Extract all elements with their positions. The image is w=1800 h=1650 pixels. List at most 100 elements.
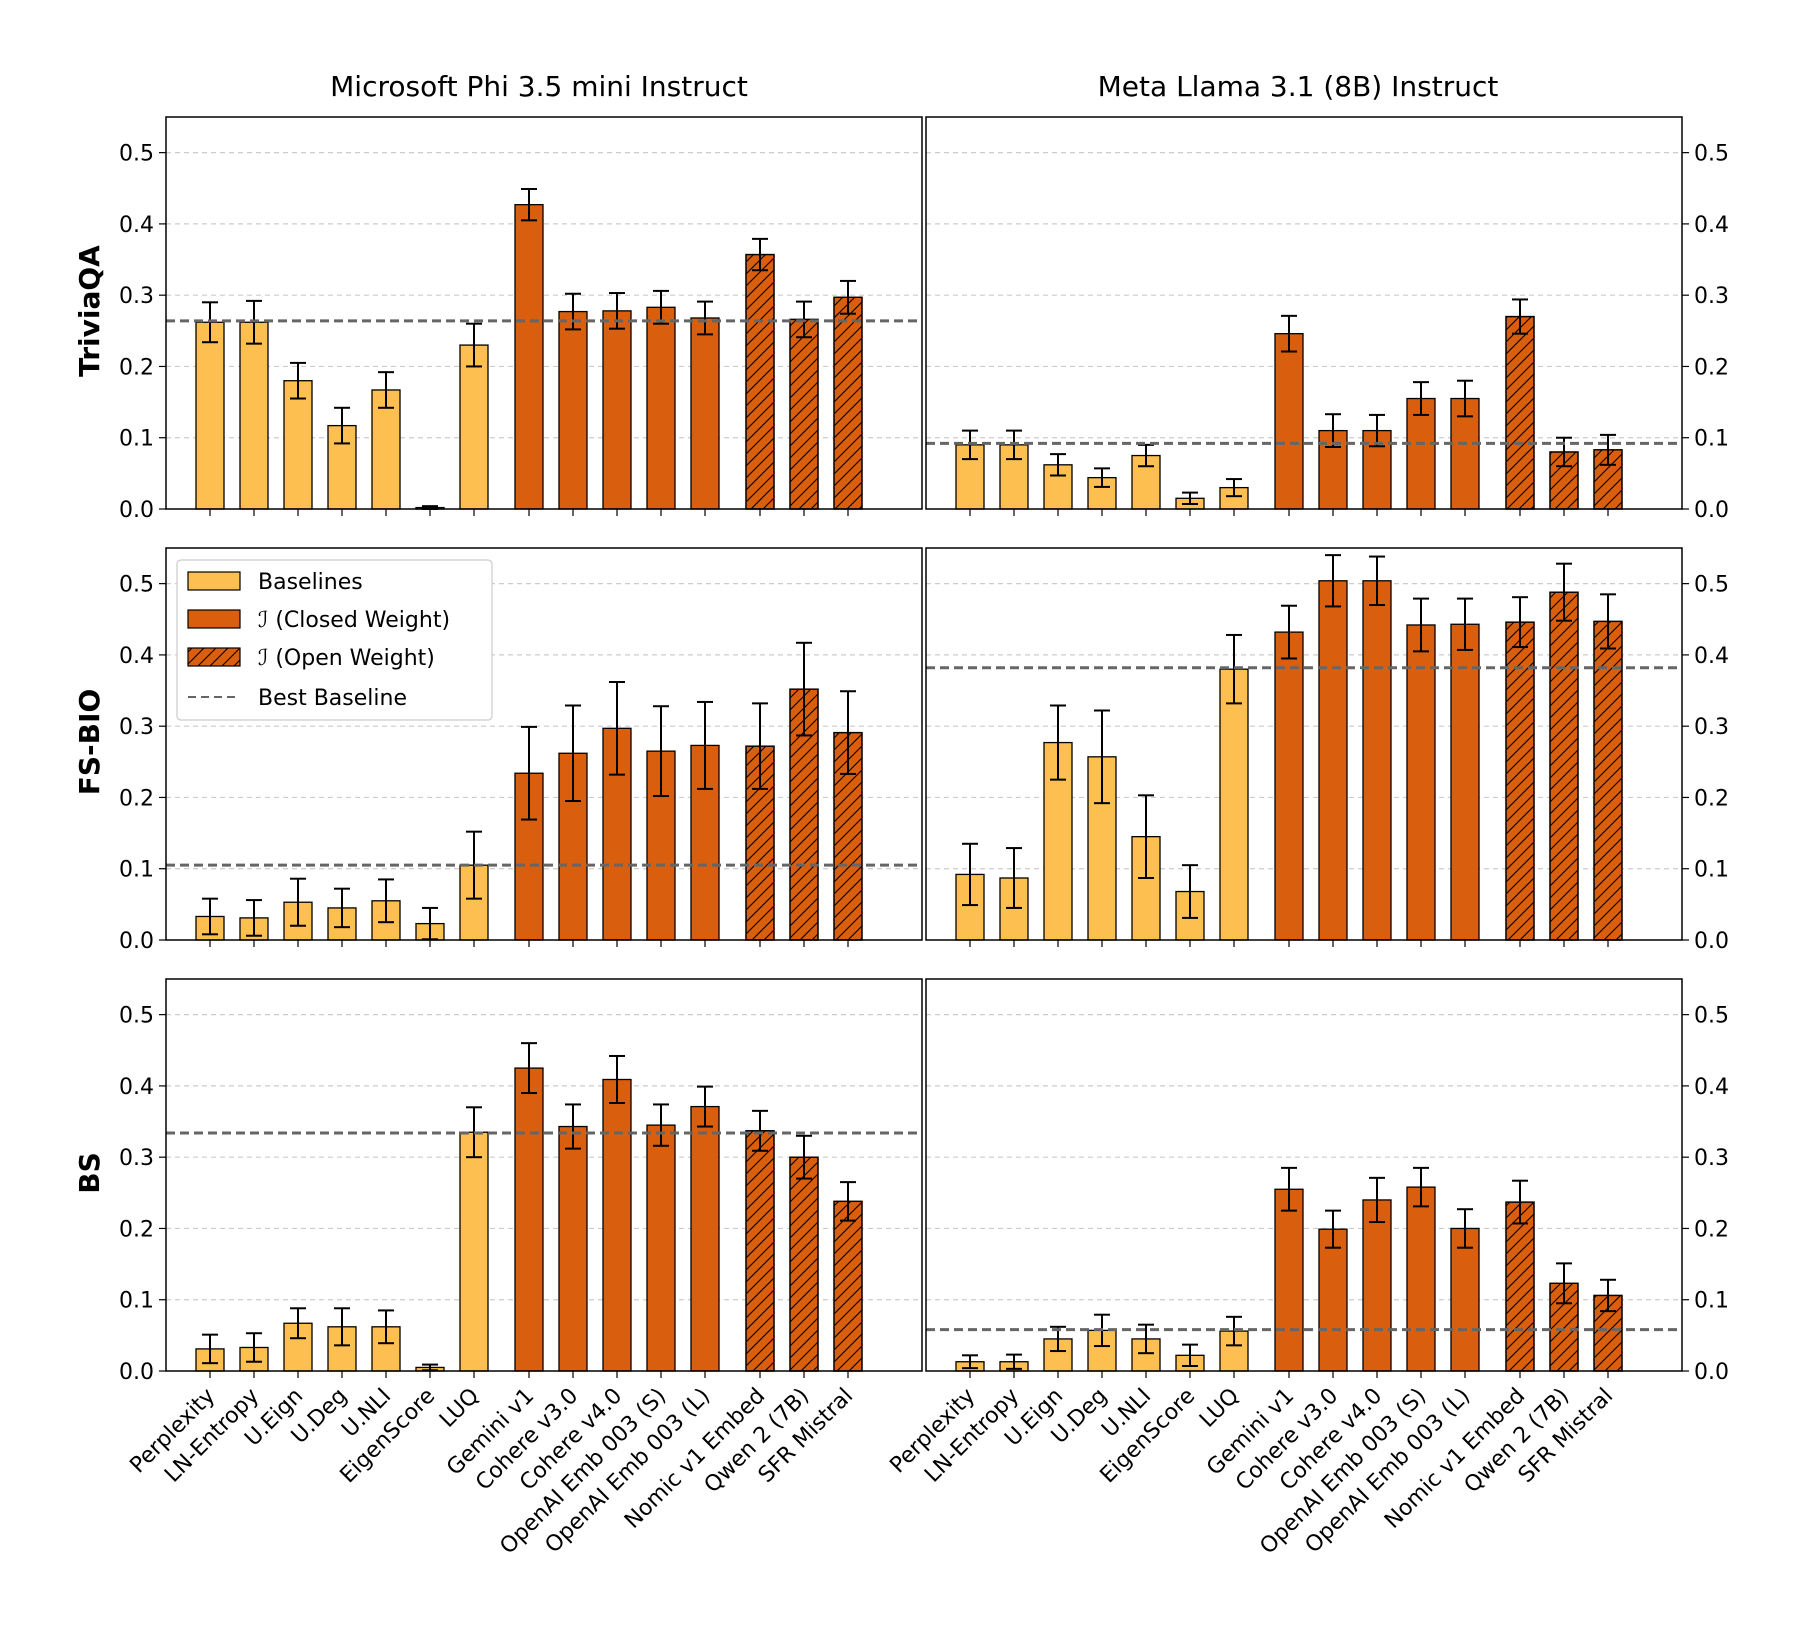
bar-luq [459, 344, 489, 510]
panel-bs-phi: 0.00.10.20.30.40.5PerplexityLN-EntropyU.… [119, 978, 923, 1559]
bar-hatch [1505, 621, 1535, 941]
y-tick-label: 0.2 [119, 1217, 154, 1242]
y-tick-label: 0.4 [119, 213, 154, 238]
bar-cohere-v3-0 [558, 1125, 588, 1372]
y-tick-label: 0.0 [119, 1360, 154, 1385]
bar-openai-emb-003-s- [646, 306, 676, 510]
y-tick-label: 0.4 [119, 1075, 154, 1100]
bar-hatch [1505, 1201, 1535, 1372]
y-tick-label: 0.1 [1694, 427, 1729, 452]
y-tick-label: 0.0 [119, 929, 154, 954]
legend-swatch-open [187, 647, 241, 667]
bar-u-nli [371, 389, 401, 510]
legend-swatch-closed [187, 609, 241, 629]
bar-cohere-v4-0 [1362, 1199, 1392, 1372]
bar-gemini-v1 [1274, 1188, 1304, 1372]
panel-fsbio-llama: 0.0 0.1 0.2 0.3 0.4 0.5 [925, 547, 1729, 954]
y-tick-label: 0.3 [119, 1146, 154, 1171]
y-tick-label: 0.1 [1694, 1289, 1729, 1314]
y-tick-label: 0.2 [1694, 355, 1729, 380]
y-tick-label: 0.1 [1694, 858, 1729, 883]
bar-hatch [745, 253, 775, 510]
bar-cohere-v3-0 [558, 310, 588, 510]
column-title-llama: Meta Llama 3.1 (8B) Instruct [1098, 70, 1499, 103]
y-tick-label: 0.2 [1694, 1217, 1729, 1242]
y-tick-label: 0.3 [1694, 715, 1729, 740]
bar-hatch [833, 296, 863, 510]
bar-hatch [1505, 315, 1535, 510]
y-tick-label: 0.0 [1694, 1360, 1729, 1385]
bar-hatch [833, 1200, 863, 1372]
panel-triviaqa-phi: 0.0 0.1 0.2 0.3 0.4 0.5 [119, 116, 923, 523]
legend-label-baselines: Baselines [258, 570, 363, 595]
panel-frame [925, 547, 1683, 941]
y-tick-label: 0.5 [119, 573, 154, 598]
bar-hatch [1549, 591, 1579, 941]
row-title-fsbio: FS-BIO [73, 689, 106, 795]
y-tick-label: 0.1 [119, 427, 154, 452]
bar-cohere-v4-0 [602, 1078, 632, 1372]
bar-hatch [789, 1156, 819, 1372]
y-tick-label: 0.5 [1694, 573, 1729, 598]
y-tick-label: 0.3 [119, 715, 154, 740]
bar-ln-entropy [239, 321, 269, 510]
bar-gemini-v1 [514, 204, 544, 510]
y-tick-label: 0.2 [1694, 786, 1729, 811]
y-tick-label: 0.5 [1694, 142, 1729, 167]
bar-openai-emb-003-s- [1406, 1186, 1436, 1372]
bar-openai-emb-003-s- [646, 1124, 676, 1372]
bar-openai-emb-003-l- [1450, 1227, 1480, 1372]
column-title-phi: Microsoft Phi 3.5 mini Instruct [330, 70, 748, 103]
panel-frame [165, 116, 923, 510]
y-tick-label: 0.2 [119, 355, 154, 380]
y-tick-label: 0.2 [119, 786, 154, 811]
bar-openai-emb-003-l- [690, 317, 720, 510]
legend-label-best: Best Baseline [258, 686, 407, 711]
y-tick-label: 0.4 [1694, 644, 1729, 669]
bar-cohere-v4-0 [602, 310, 632, 510]
y-tick-label: 0.4 [119, 644, 154, 669]
y-tick-label: 0.0 [1694, 929, 1729, 954]
legend: Baselines ℐ (Closed Weight) ℐ (Open Weig… [176, 559, 493, 721]
row-title-triviaqa: TriviaQA [73, 245, 106, 377]
legend-label-open: ℐ (Open Weight) [258, 646, 435, 671]
bar-gemini-v1 [1274, 631, 1304, 941]
bar-luq [459, 1131, 489, 1372]
bar-hatch [745, 1130, 775, 1372]
row-title-bs: BS [73, 1152, 106, 1194]
bar-openai-emb-003-s- [1406, 624, 1436, 941]
y-tick-label: 0.5 [119, 1004, 154, 1029]
y-tick-label: 0.3 [1694, 284, 1729, 309]
legend-label-closed: ℐ (Closed Weight) [258, 608, 450, 633]
bar-cohere-v3-0 [1318, 580, 1348, 941]
y-tick-label: 0.1 [119, 858, 154, 883]
panel-frame [925, 116, 1683, 510]
bar-cohere-v4-0 [1362, 580, 1392, 941]
y-tick-label: 0.0 [119, 498, 154, 523]
bar-luq [1219, 668, 1249, 941]
bar-openai-emb-003-l- [690, 1105, 720, 1372]
panel-bs-llama: 0.00.10.20.30.40.5PerplexityLN-EntropyU.… [885, 978, 1729, 1559]
y-tick-label: 0.0 [1694, 498, 1729, 523]
x-tick-label: LUQ [1195, 1384, 1244, 1433]
bar-u-eign [283, 380, 313, 510]
panels: 0.00.10.20.30.40.50.00.10.20.30.40.50.00… [119, 116, 1729, 1559]
bar-gemini-v1 [1274, 333, 1304, 510]
y-tick-label: 0.3 [119, 284, 154, 309]
bar-gemini-v1 [514, 1067, 544, 1372]
legend-frame [176, 559, 493, 721]
legend-swatch-baselines [187, 571, 241, 591]
panel-frame [165, 547, 923, 941]
bar-cohere-v3-0 [1318, 1228, 1348, 1372]
bar-openai-emb-003-l- [1450, 623, 1480, 941]
y-tick-label: 0.3 [1694, 1146, 1729, 1171]
y-tick-label: 0.1 [119, 1289, 154, 1314]
y-tick-label: 0.5 [119, 142, 154, 167]
y-tick-label: 0.4 [1694, 213, 1729, 238]
y-tick-label: 0.4 [1694, 1075, 1729, 1100]
panel-frame [925, 978, 1683, 1372]
bar-hatch [789, 318, 819, 510]
y-tick-label: 0.5 [1694, 1004, 1729, 1029]
x-tick-label: LUQ [435, 1384, 484, 1433]
